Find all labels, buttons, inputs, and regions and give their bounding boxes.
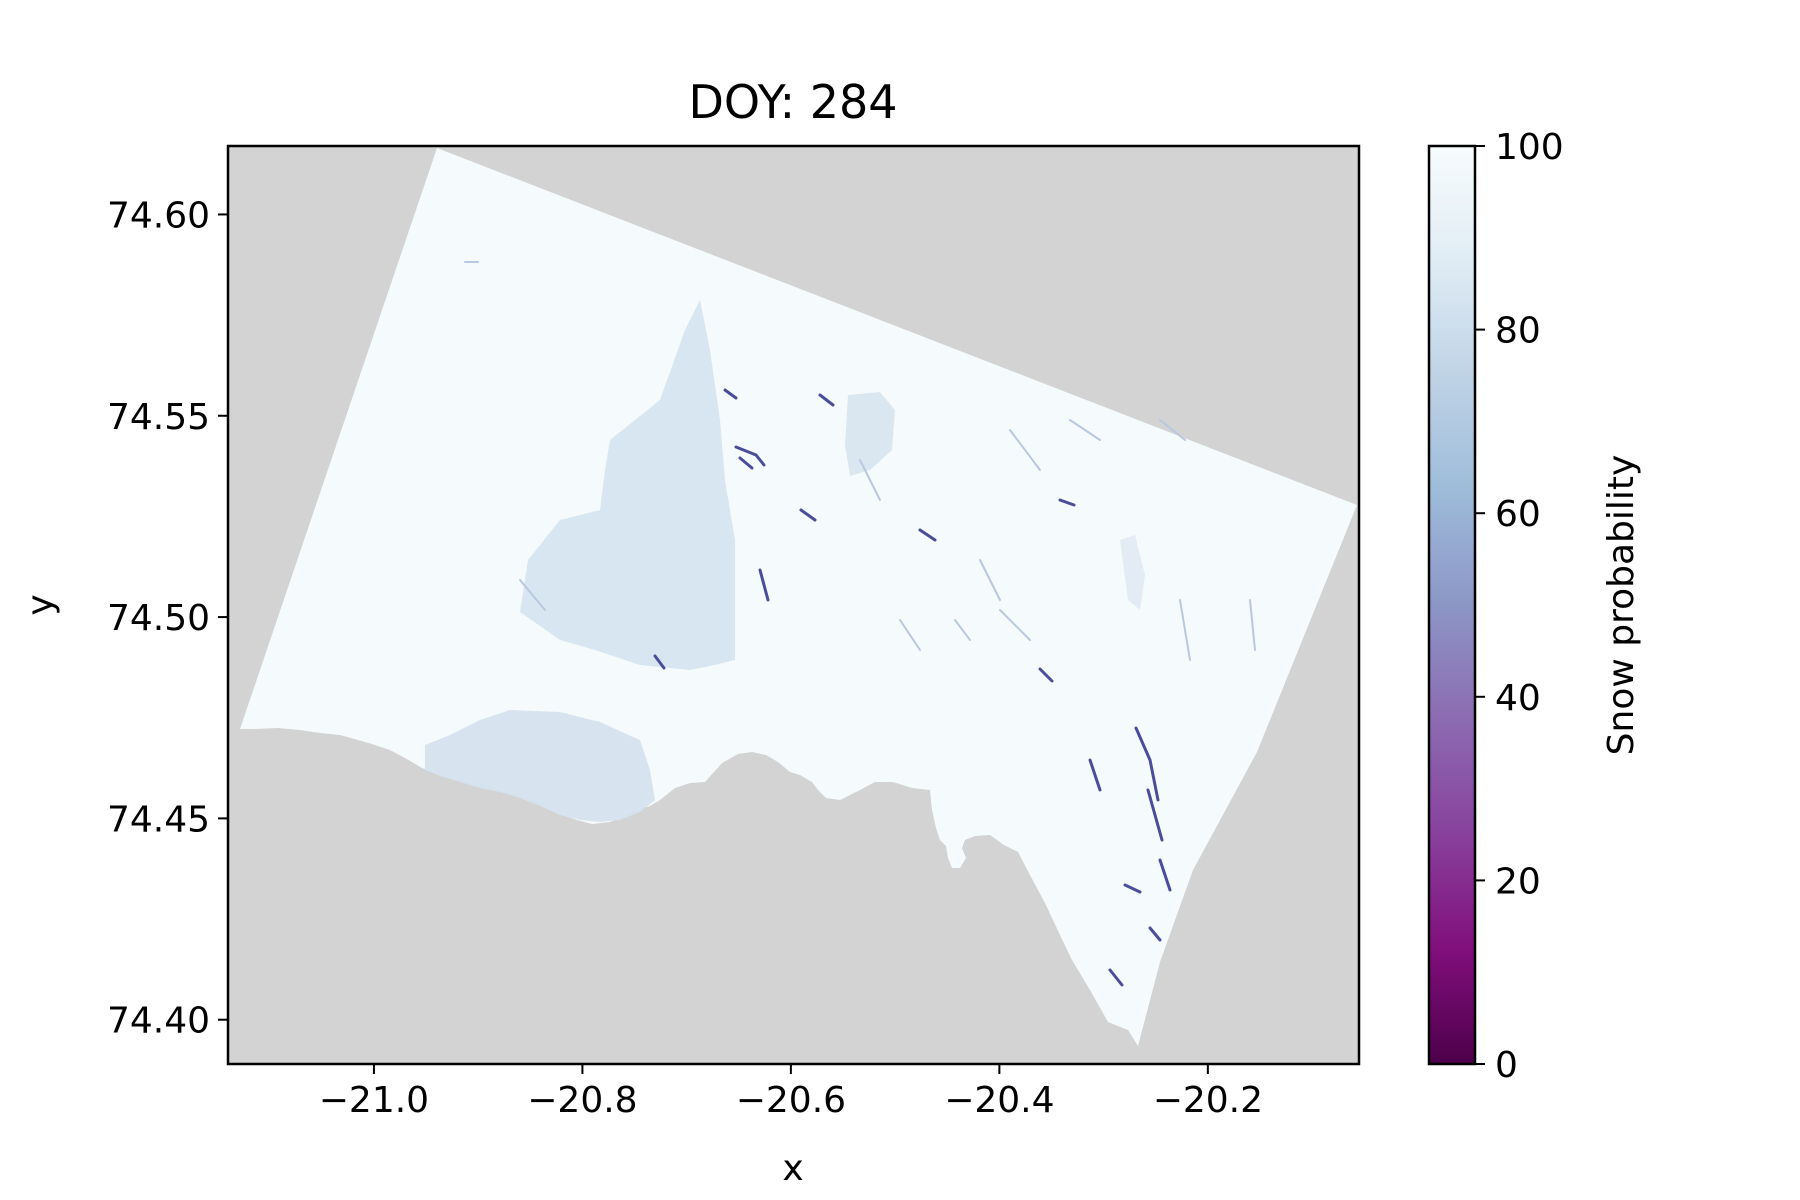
snow-region <box>240 148 1357 1046</box>
inland-medium-patch <box>520 300 735 670</box>
snow-map-raster <box>240 148 1357 1046</box>
east-medium-patch <box>1120 535 1145 610</box>
colorbar-tick-label: 80 <box>1495 311 1541 352</box>
y-tick-label: 74.60 <box>107 195 210 236</box>
y-tick-label: 74.50 <box>107 598 210 639</box>
x-tick-label: −20.2 <box>1153 1080 1263 1121</box>
colorbar-gradient <box>1429 146 1475 1064</box>
colorbar-frame <box>1427 144 1477 1066</box>
coastal-medium-patch <box>425 710 655 822</box>
colorbar-tick-label: 40 <box>1495 678 1541 719</box>
x-tick-label: −20.6 <box>736 1080 846 1121</box>
plot-frame <box>226 144 1361 1066</box>
chart-title: DOY: 284 <box>688 75 897 129</box>
colorbar-ticks: 0 20 40 60 80 100 <box>1475 127 1564 1086</box>
ridge-medium-patch <box>845 392 895 476</box>
x-axis-label: x <box>782 1148 803 1189</box>
y-axis-label: y <box>20 594 61 615</box>
y-axis-ticks: 74.40 74.45 74.50 74.55 74.60 <box>107 195 228 1042</box>
x-tick-label: −20.4 <box>944 1080 1054 1121</box>
light-streaks <box>464 261 1256 661</box>
plot-area <box>226 144 1361 1066</box>
colorbar-tick-label: 100 <box>1495 127 1564 168</box>
y-tick-label: 74.40 <box>107 1001 210 1042</box>
x-tick-label: −21.0 <box>319 1080 429 1121</box>
x-axis-ticks: −21.0 −20.8 −20.6 −20.4 −20.2 <box>319 1064 1263 1121</box>
colorbar-label: Snow probability <box>1601 455 1642 756</box>
colorbar-tick-label: 60 <box>1495 494 1541 535</box>
dark-streaks <box>653 388 1172 987</box>
colorbar-tick-label: 0 <box>1495 1045 1518 1086</box>
y-tick-label: 74.55 <box>107 397 210 438</box>
x-tick-label: −20.8 <box>527 1080 637 1121</box>
y-tick-label: 74.45 <box>107 799 210 840</box>
colorbar: 0 20 40 60 80 100 Snow probability <box>1427 127 1642 1086</box>
colorbar-tick-label: 20 <box>1495 861 1541 902</box>
